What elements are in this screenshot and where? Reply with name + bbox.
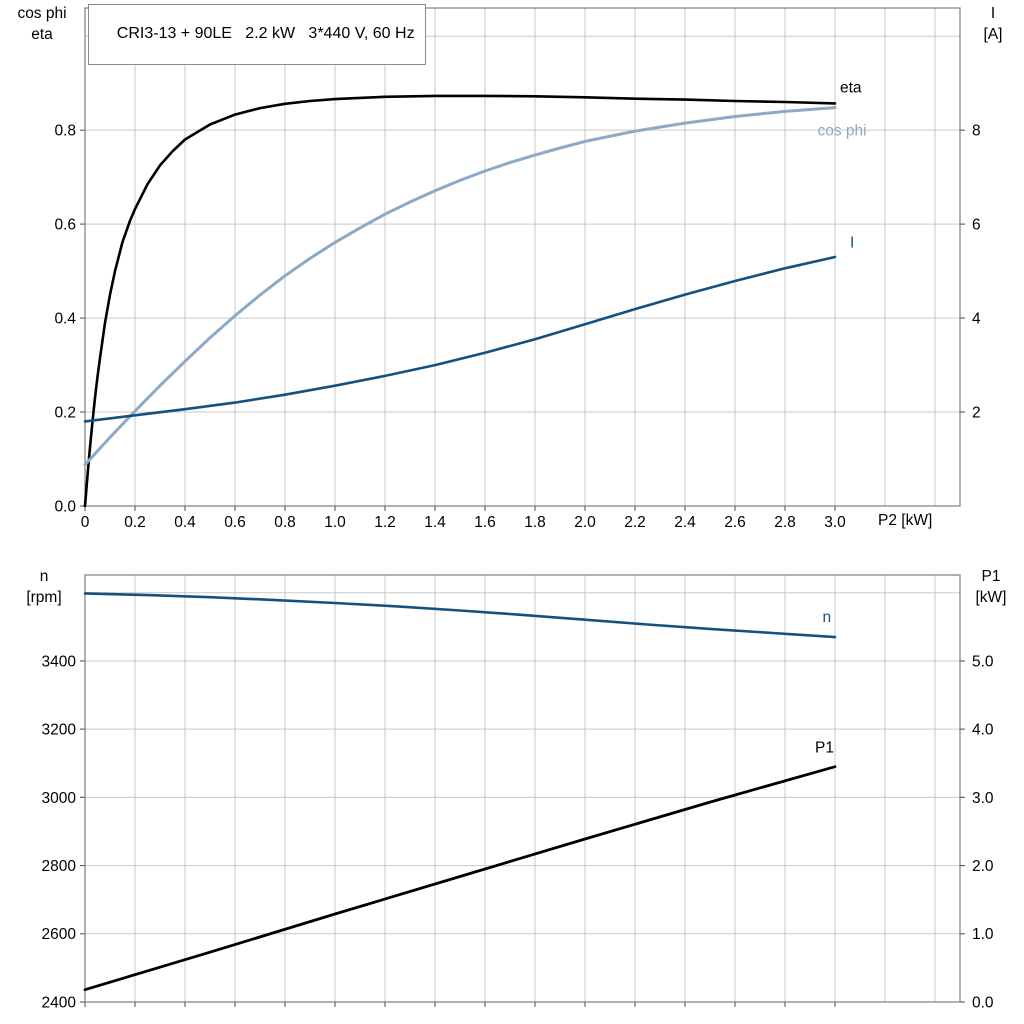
- tick-label-x: 3.0: [824, 514, 846, 531]
- tick-label-x: 0.4: [174, 514, 196, 531]
- tick-label-right: 2.0: [972, 858, 994, 875]
- tick-label-left: 0.4: [54, 311, 76, 328]
- series-label-I: I: [850, 234, 854, 251]
- tick-label-x: 1.0: [324, 514, 346, 531]
- series-P1-curve: [83, 765, 837, 992]
- tick-label-x: 2.2: [624, 514, 646, 531]
- top-left-axis-title: cos phi eta: [2, 3, 82, 45]
- series-n-curve: [83, 592, 837, 639]
- series-label-eta: eta: [840, 79, 862, 96]
- axis-title-p1-unit: [kW]: [975, 589, 1007, 606]
- axis-title-current-unit: [A]: [983, 26, 1003, 43]
- chart-title: CRI3-13 + 90LE 2.2 kW 3*440 V, 60 Hz: [116, 25, 415, 42]
- tick-label-right: 3.0: [972, 790, 994, 807]
- top-right-axis-title: I [A]: [964, 3, 1022, 45]
- tick-label-right: 2: [972, 404, 981, 421]
- axis-title-p1: P1: [981, 568, 1001, 585]
- motor-efficiency-chart: 0.0 0.2 0.4 0.6 0.8 2 4 6 8 0 0.2 0.4 0.6 0.8 1.0 1.2 1.…: [54, 7, 981, 531]
- tick-label-x: 2.4: [674, 514, 696, 531]
- tick-label-right: 8: [972, 123, 981, 140]
- tick-label-left: 3000: [42, 790, 77, 807]
- tick-label-left: 3400: [42, 653, 77, 670]
- tick-label-left: 0.8: [54, 123, 76, 140]
- axis-title-speed: n: [39, 568, 49, 585]
- tick-label-x: 2.6: [724, 514, 746, 531]
- axis-title-speed-unit: [rpm]: [26, 589, 62, 606]
- tick-label-right: 0.0: [972, 994, 994, 1011]
- tick-label-x: 2.0: [574, 514, 596, 531]
- axis-title-current: I: [990, 5, 996, 22]
- tick-label-x: 1.6: [474, 514, 496, 531]
- tick-label-left: 2600: [42, 926, 77, 943]
- tick-label-x: 1.2: [374, 514, 396, 531]
- series-label-P1: P1: [815, 739, 834, 756]
- axis-title-eta: eta: [31, 26, 53, 43]
- tick-label-x: 1.8: [524, 514, 546, 531]
- bottom-right-axis-title: P1 [kW]: [960, 566, 1022, 608]
- tick-label-left: 0.0: [54, 498, 76, 515]
- x-axis-label: P2 [kW]: [878, 512, 933, 529]
- tick-label-left: 2800: [42, 858, 77, 875]
- tick-label-x: 2.8: [774, 514, 796, 531]
- series-eta-curve: [83, 94, 837, 508]
- series-I-curve: [83, 255, 837, 423]
- tick-label-x: 0.8: [274, 514, 296, 531]
- motor-speed-power-chart: 2400 2600 2800 3000 3200 3400 0.0 1.0 2.0 3.0 4.0 5…: [42, 574, 994, 1011]
- series-label-cos-phi: cos phi: [818, 123, 867, 140]
- series-label-n: n: [823, 609, 832, 626]
- plot-frame: [84, 574, 961, 1003]
- tick-label-left: 0.2: [54, 404, 76, 421]
- tick-label-x: 1.4: [424, 514, 446, 531]
- tick-label-x: 0.2: [124, 514, 146, 531]
- tick-label-left: 2400: [42, 994, 77, 1011]
- series-cos-phi-curve: [83, 106, 837, 467]
- tick-label-right: 6: [972, 217, 981, 234]
- axis-title-cos-phi: cos phi: [17, 5, 67, 22]
- tick-label-x: 0.6: [224, 514, 246, 531]
- tick-label-right: 4.0: [972, 722, 994, 739]
- tick-label-right: 5.0: [972, 653, 994, 670]
- plot-frame: [84, 7, 961, 507]
- tick-label-right: 1.0: [972, 926, 994, 943]
- tick-label-x: 0: [81, 514, 90, 531]
- tick-label-right: 4: [972, 311, 981, 328]
- tick-label-left: 0.6: [54, 217, 76, 234]
- tick-label-left: 3200: [42, 722, 77, 739]
- chart-title-box: CRI3-13 + 90LE 2.2 kW 3*440 V, 60 Hz: [88, 4, 426, 65]
- bottom-left-axis-title: n [rpm]: [2, 566, 86, 608]
